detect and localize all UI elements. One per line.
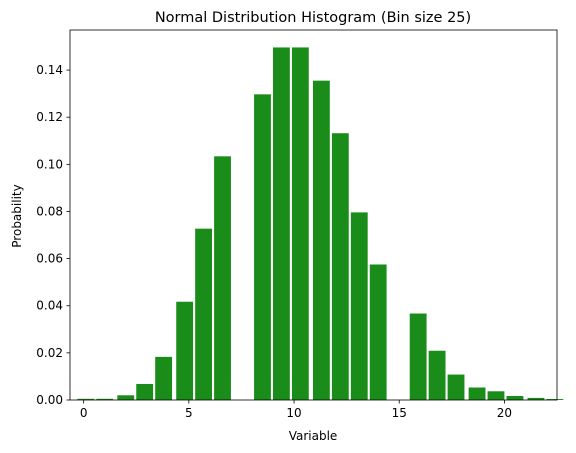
histogram-bar <box>312 80 330 400</box>
histogram-bar <box>546 399 564 400</box>
histogram-bar <box>331 133 349 400</box>
histogram-bar <box>195 228 212 400</box>
x-tick-label: 15 <box>392 406 407 420</box>
x-tick-label: 0 <box>80 406 88 420</box>
histogram-bar <box>350 212 368 400</box>
histogram-bar <box>447 374 465 400</box>
histogram-bar <box>506 395 524 400</box>
axes-group: 0 5 10 15 20 0.00 0.02 0.04 0.06 0.08 0.10 0.12 0.14 <box>36 29 558 420</box>
chart-title: Normal Distribution Histogram (Bin size … <box>155 10 471 26</box>
y-tick-label: 0.06 <box>36 252 63 266</box>
y-axis-label: Probability <box>10 184 24 247</box>
histogram-bar <box>96 398 114 400</box>
histogram-bar <box>527 397 545 400</box>
plot-frame <box>69 29 558 401</box>
histogram-bar <box>369 264 387 400</box>
y-tick-label: 0.02 <box>36 346 63 360</box>
y-tick-label: 0.00 <box>36 393 63 407</box>
histogram-bar <box>136 383 154 400</box>
histogram-bar <box>214 156 231 400</box>
y-tick-label: 0.10 <box>36 157 63 171</box>
y-tick-label: 0.08 <box>36 204 63 218</box>
y-tick-label: 0.14 <box>36 63 63 77</box>
y-tick-label: 0.04 <box>36 299 63 313</box>
bars-group <box>77 47 564 401</box>
histogram-bar <box>155 356 173 400</box>
histogram-bar <box>176 301 194 400</box>
histogram-bar <box>117 395 135 400</box>
histogram-bar <box>468 387 486 400</box>
y-tick-label: 0.12 <box>36 110 63 124</box>
x-tick-label: 5 <box>185 406 193 420</box>
histogram-bar <box>487 391 505 400</box>
histogram-bar <box>77 398 95 400</box>
x-tick-label: 20 <box>497 406 512 420</box>
x-tick-label: 10 <box>286 406 301 420</box>
histogram-bar <box>409 313 427 400</box>
x-axis-label: Variable <box>289 429 338 443</box>
histogram-bar <box>291 47 309 401</box>
histogram-bar <box>254 94 271 400</box>
histogram-bar <box>428 350 446 400</box>
histogram-bar <box>273 47 290 401</box>
